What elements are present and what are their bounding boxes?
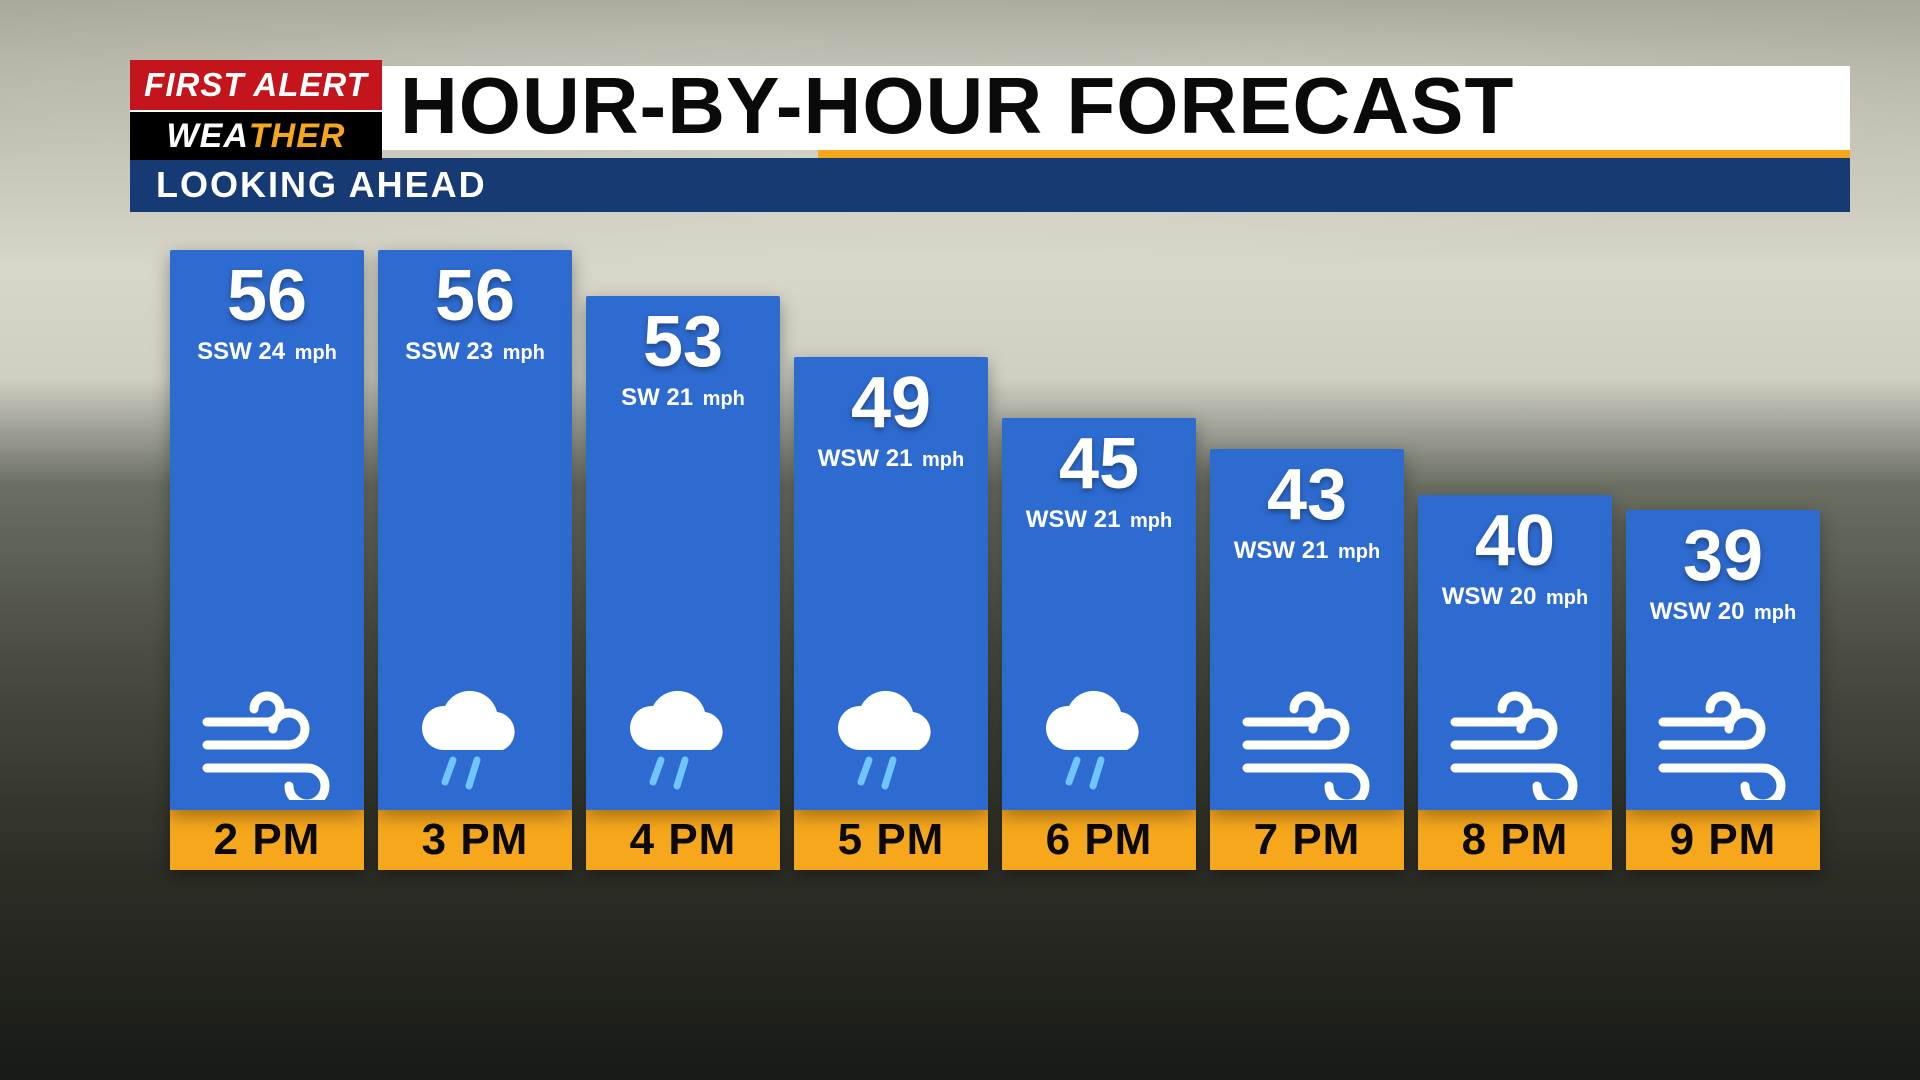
- bar-top-readout: 53 SW 21 mph: [586, 306, 780, 412]
- wind-speed: 20: [1718, 598, 1745, 625]
- subtitle-strip: LOOKING AHEAD: [130, 158, 1850, 212]
- wind-unit: mph: [1124, 510, 1172, 532]
- hourly-forecast-chart: 56 SSW 24 mph 2 PM 56 SSW 23 mph 3 PM 53 SW 21 …: [170, 250, 1820, 870]
- hour-column: 39 WSW 20 mph 9 PM: [1626, 510, 1820, 870]
- wind-direction: SSW: [405, 338, 460, 365]
- forecast-bar: 40 WSW 20 mph: [1418, 495, 1612, 810]
- wind-direction: WSW: [818, 445, 879, 472]
- wind-speed: 21: [1094, 506, 1121, 533]
- wind-unit: mph: [916, 449, 964, 471]
- wind-direction: WSW: [1234, 537, 1295, 564]
- wind-speed: 21: [1302, 537, 1329, 564]
- hour-column: 45 WSW 21 mph 6 PM: [1002, 418, 1196, 870]
- rain-cloud-icon: [586, 690, 780, 800]
- wind-unit: mph: [1748, 602, 1796, 624]
- wind-readout: WSW 21 mph: [1002, 506, 1196, 534]
- bar-top-readout: 45 WSW 21 mph: [1002, 428, 1196, 534]
- temperature-value: 49: [794, 367, 988, 439]
- wind-direction: WSW: [1442, 583, 1503, 610]
- wind-icon: [1210, 690, 1404, 800]
- hour-column: 43 WSW 21 mph 7 PM: [1210, 449, 1404, 870]
- wind-unit: mph: [289, 342, 337, 364]
- forecast-bar: 49 WSW 21 mph: [794, 357, 988, 810]
- logo-line-2: WEATHER: [130, 110, 382, 160]
- wind-speed: 24: [258, 338, 285, 365]
- bar-top-readout: 39 WSW 20 mph: [1626, 520, 1820, 626]
- hour-column: 56 SSW 23 mph 3 PM: [378, 250, 572, 870]
- rain-cloud-icon: [378, 690, 572, 800]
- bar-top-readout: 56 SSW 23 mph: [378, 260, 572, 366]
- wind-unit: mph: [697, 388, 745, 410]
- wind-speed: 21: [886, 445, 913, 472]
- rain-cloud-icon: [1002, 690, 1196, 800]
- wind-readout: WSW 21 mph: [1210, 537, 1404, 565]
- wind-unit: mph: [1540, 587, 1588, 609]
- temperature-value: 53: [586, 306, 780, 378]
- wind-readout: SSW 24 mph: [170, 338, 364, 366]
- rain-cloud-icon: [794, 690, 988, 800]
- wind-unit: mph: [497, 342, 545, 364]
- hour-label: 5 PM: [794, 810, 988, 870]
- wind-icon: [1418, 690, 1612, 800]
- bar-top-readout: 56 SSW 24 mph: [170, 260, 364, 366]
- wind-speed: 20: [1510, 583, 1537, 610]
- temperature-value: 56: [170, 260, 364, 332]
- bar-top-readout: 40 WSW 20 mph: [1418, 505, 1612, 611]
- logo-line-2-right: THER: [249, 117, 346, 156]
- hour-label: 3 PM: [378, 810, 572, 870]
- bar-top-readout: 43 WSW 21 mph: [1210, 459, 1404, 565]
- wind-speed: 21: [666, 384, 693, 411]
- bar-top-readout: 49 WSW 21 mph: [794, 367, 988, 473]
- forecast-bar: 39 WSW 20 mph: [1626, 510, 1820, 810]
- hour-column: 49 WSW 21 mph 5 PM: [794, 357, 988, 870]
- hour-label: 7 PM: [1210, 810, 1404, 870]
- subtitle-text: LOOKING AHEAD: [156, 164, 487, 206]
- wind-readout: WSW 20 mph: [1418, 583, 1612, 611]
- logo-line-2-left: WEA: [167, 117, 249, 156]
- logo-line-1: FIRST ALERT: [130, 60, 382, 110]
- temperature-value: 45: [1002, 428, 1196, 500]
- forecast-bar: 53 SW 21 mph: [586, 296, 780, 810]
- wind-speed: 23: [466, 338, 493, 365]
- hour-label: 4 PM: [586, 810, 780, 870]
- hour-column: 56 SSW 24 mph 2 PM: [170, 250, 364, 870]
- hour-label: 2 PM: [170, 810, 364, 870]
- title-strip: HOUR-BY-HOUR FORECAST: [130, 66, 1850, 150]
- wind-direction: WSW: [1026, 506, 1087, 533]
- wind-readout: SSW 23 mph: [378, 338, 572, 366]
- hour-column: 40 WSW 20 mph 8 PM: [1418, 495, 1612, 870]
- hour-label: 6 PM: [1002, 810, 1196, 870]
- hour-column: 53 SW 21 mph 4 PM: [586, 296, 780, 870]
- forecast-bar: 56 SSW 24 mph: [170, 250, 364, 810]
- temperature-value: 43: [1210, 459, 1404, 531]
- wind-direction: SSW: [197, 338, 252, 365]
- temperature-value: 39: [1626, 520, 1820, 592]
- forecast-bar: 43 WSW 21 mph: [1210, 449, 1404, 810]
- wind-direction: SW: [621, 384, 660, 411]
- wind-icon: [1626, 690, 1820, 800]
- temperature-value: 56: [378, 260, 572, 332]
- wind-readout: WSW 21 mph: [794, 445, 988, 473]
- hour-label: 9 PM: [1626, 810, 1820, 870]
- first-alert-weather-logo: FIRST ALERT WEATHER: [130, 60, 382, 160]
- wind-direction: WSW: [1650, 598, 1711, 625]
- temperature-value: 40: [1418, 505, 1612, 577]
- title-underline: [818, 150, 1850, 158]
- page-title: HOUR-BY-HOUR FORECAST: [400, 60, 1514, 152]
- forecast-bar: 45 WSW 21 mph: [1002, 418, 1196, 810]
- wind-unit: mph: [1332, 541, 1380, 563]
- hour-label: 8 PM: [1418, 810, 1612, 870]
- wind-icon: [170, 690, 364, 800]
- wind-readout: WSW 20 mph: [1626, 598, 1820, 626]
- forecast-bar: 56 SSW 23 mph: [378, 250, 572, 810]
- wind-readout: SW 21 mph: [586, 384, 780, 412]
